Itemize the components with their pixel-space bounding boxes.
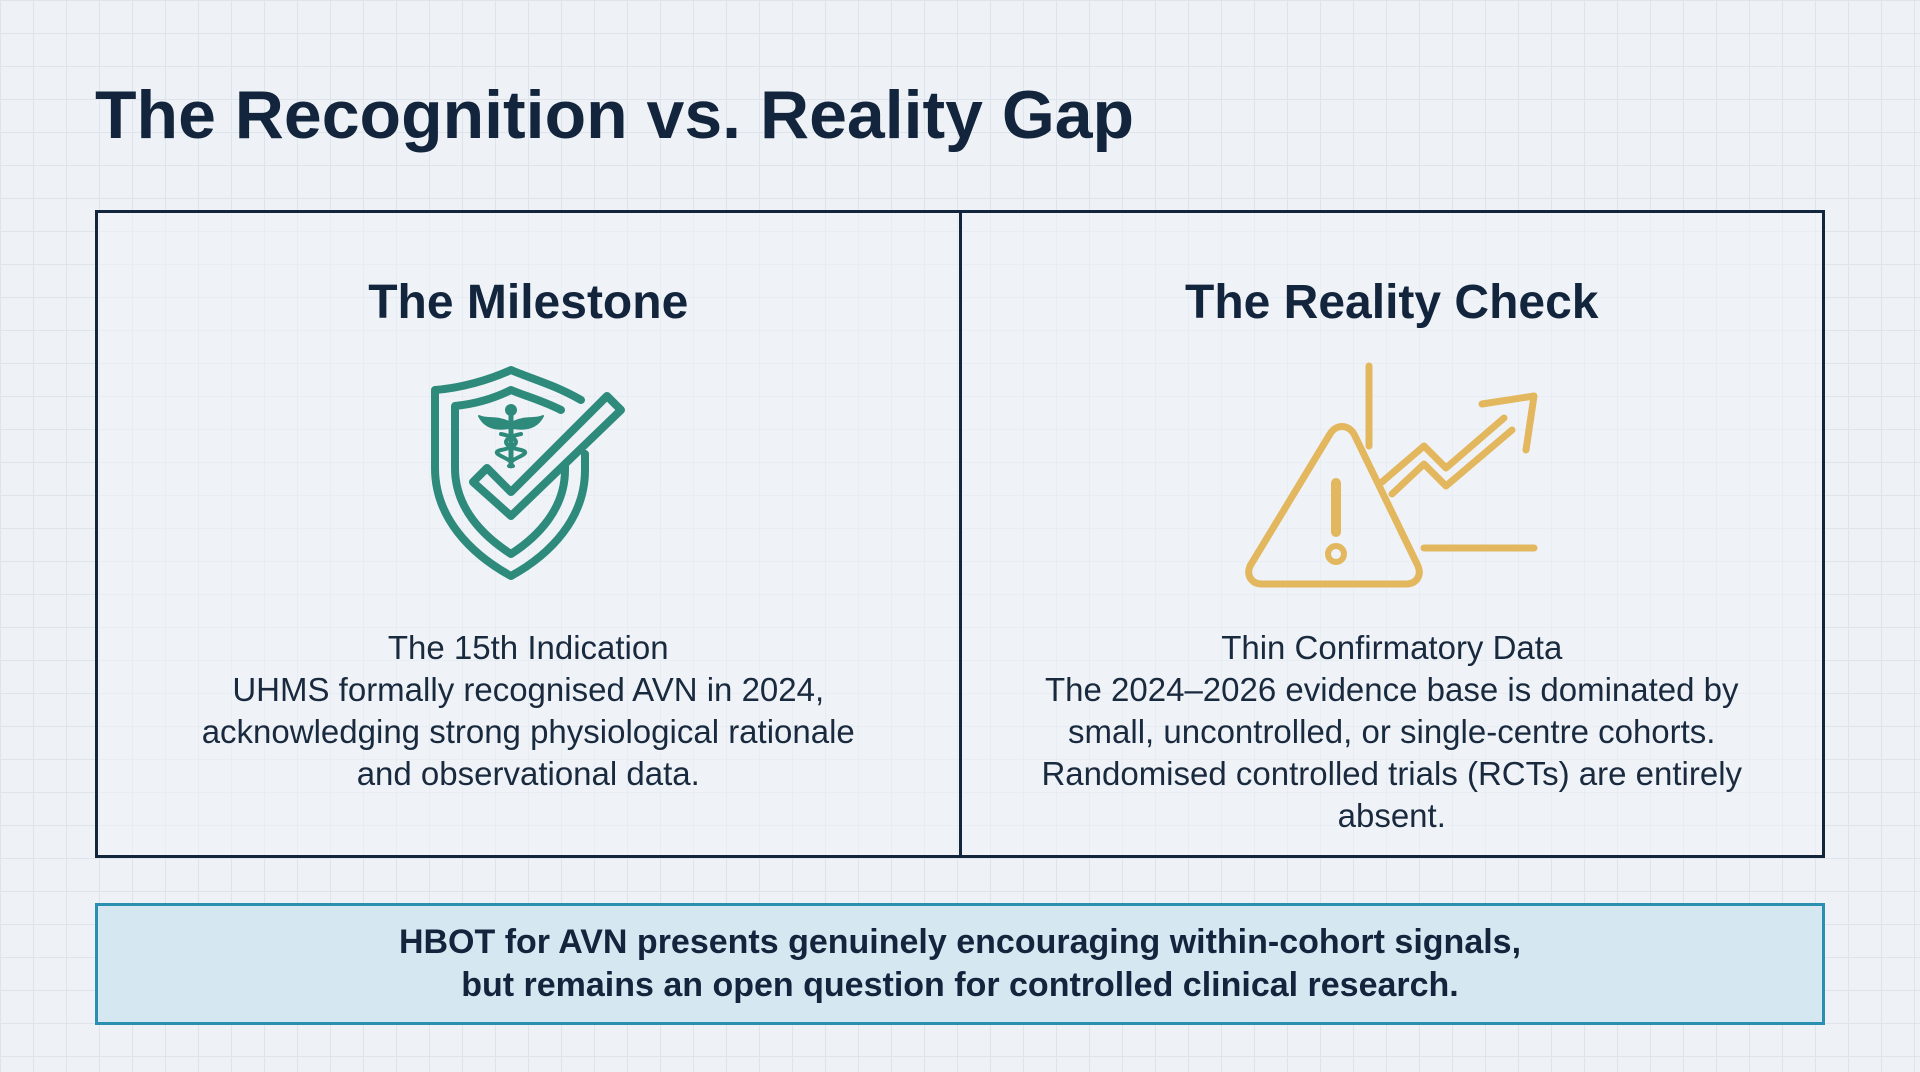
reality-check-description: The 2024–2026 evidence base is dominated… xyxy=(1041,671,1743,834)
reality-check-panel: The Reality Check Thin Confirmatory Data… xyxy=(958,213,1823,855)
milestone-description: UHMS formally recognised AVN in 2024, ac… xyxy=(201,671,855,792)
reality-check-subtitle: Thin Confirmatory Data xyxy=(1221,629,1563,666)
conclusion-text: HBOT for AVN presents genuinely encourag… xyxy=(398,923,1522,1004)
shield-check-caduceus-icon xyxy=(413,358,643,593)
comparison-panels: The Milestone The 15th Indicat xyxy=(95,210,1825,858)
slide-title: The Recognition vs. Reality Gap xyxy=(95,77,1135,153)
milestone-heading: The Milestone xyxy=(368,276,689,329)
reality-check-heading: The Reality Check xyxy=(1185,276,1599,329)
milestone-panel: The Milestone The 15th Indicat xyxy=(98,213,959,855)
conclusion-callout: HBOT for AVN presents genuinely encourag… xyxy=(95,903,1825,1025)
reality-check-body: Thin Confirmatory Data The 2024–2026 evi… xyxy=(1002,627,1783,837)
milestone-body: The 15th Indication UHMS formally recogn… xyxy=(138,627,919,795)
milestone-subtitle: The 15th Indication xyxy=(387,629,669,666)
warning-triangle-trend-icon xyxy=(1242,358,1542,598)
